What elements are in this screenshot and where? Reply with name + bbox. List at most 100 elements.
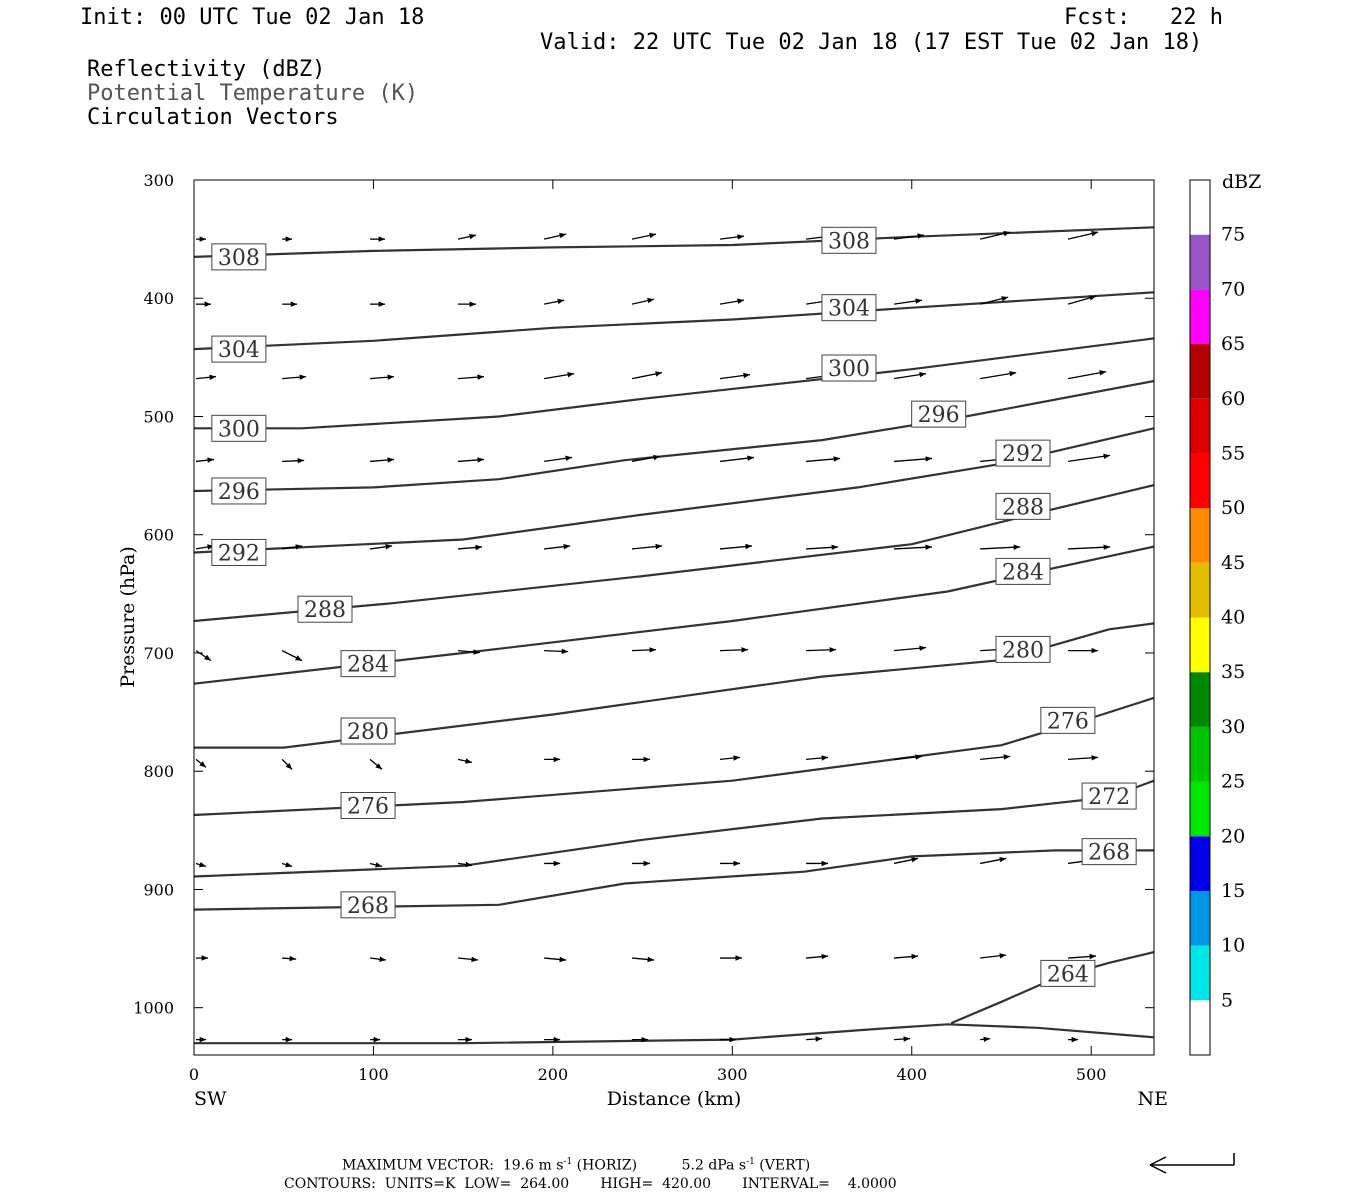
contour-label-268: 268	[1081, 838, 1137, 866]
vector-head	[1089, 953, 1097, 960]
circulation-vector	[457, 457, 485, 463]
contours-info: CONTOURS: UNITS=K LOW= 264.00 HIGH= 420.…	[284, 1176, 897, 1192]
circulation-vector	[979, 296, 1009, 305]
circulation-vector	[281, 862, 293, 868]
vector-head	[1003, 754, 1011, 760]
circulation-vector	[719, 543, 753, 550]
colorbar-segment	[1190, 344, 1210, 399]
y-tick-label: 600	[143, 526, 174, 545]
colorbar-segment	[1190, 289, 1210, 345]
colorbar-level-label: 70	[1221, 278, 1245, 300]
x-tick-label: 100	[358, 1065, 389, 1084]
contour-label-text: 272	[1088, 785, 1130, 810]
contour-label-box	[995, 439, 1051, 467]
circulation-vector	[282, 458, 305, 464]
circulation-vector	[282, 301, 298, 307]
vector-head	[1001, 296, 1009, 302]
contour-label-box	[211, 335, 267, 363]
init-time: Init: 00 UTC Tue 02 Jan 18	[80, 5, 425, 30]
circulation-vector	[719, 1036, 736, 1043]
circulation-vector	[1067, 295, 1097, 305]
circulation-vector	[544, 543, 571, 550]
vector-head	[747, 455, 754, 461]
circulation-vector	[893, 645, 927, 652]
vector-head	[733, 755, 740, 761]
circulation-vector	[893, 372, 927, 380]
contour-label-text: 276	[347, 795, 389, 820]
circulation-vector	[806, 647, 837, 653]
circulation-vector	[806, 1036, 823, 1042]
vector-head	[833, 456, 841, 462]
circulation-vector	[719, 647, 748, 653]
circulation-vector	[1068, 1036, 1079, 1043]
vector-head	[1013, 544, 1021, 550]
vector-head	[199, 761, 206, 768]
contour-label-288: 288	[297, 595, 353, 623]
vector-head	[649, 647, 656, 653]
circulation-vector	[719, 234, 745, 240]
theta-contour-280	[194, 622, 1154, 749]
vector-head	[375, 763, 383, 770]
contour-label-308: 308	[821, 226, 877, 254]
vector-head	[561, 648, 569, 655]
circulation-vector	[893, 754, 923, 761]
vector-head	[285, 1036, 293, 1043]
circulation-vector	[457, 1036, 472, 1043]
circulation-vector	[195, 374, 217, 380]
theta-contours	[194, 226, 1154, 1045]
contour-label-text: 268	[1088, 841, 1130, 866]
circulation-vector	[457, 544, 483, 551]
horiz-exponent: -1	[563, 1157, 573, 1167]
vector-head	[915, 298, 922, 304]
circulation-vector	[457, 301, 476, 307]
vector-head	[559, 956, 567, 963]
contour-label-box	[211, 243, 267, 271]
circulation-vector	[370, 236, 386, 242]
max-vector-label: MAXIMUM VECTOR:	[342, 1157, 494, 1174]
contour-label-box	[1081, 782, 1137, 810]
reference-vector-head-b	[1149, 1164, 1167, 1174]
vector-head	[385, 544, 393, 550]
colorbar-level-label: 35	[1221, 661, 1245, 683]
contour-label-box	[821, 294, 877, 322]
circulation-vector	[980, 1036, 991, 1042]
reference-vector-head-a	[1149, 1156, 1167, 1166]
contour-label-292: 292	[995, 439, 1051, 467]
vector-head	[983, 1036, 991, 1042]
contour-label-284: 284	[340, 650, 396, 678]
circulation-vector	[196, 1036, 206, 1043]
circulation-vector	[544, 455, 573, 463]
circulation-vector	[195, 758, 207, 768]
vector-head	[655, 371, 662, 377]
vector-head	[469, 301, 476, 307]
vector-head	[745, 543, 752, 550]
vector-head	[815, 1036, 823, 1042]
circulation-vector	[1068, 953, 1097, 960]
contour-label-box	[821, 226, 877, 254]
vector-head	[647, 297, 654, 304]
circulation-vector	[544, 372, 575, 380]
theta-contour-308	[194, 226, 1154, 258]
vector-shaft	[1067, 454, 1111, 463]
circulation-vector	[980, 230, 1011, 240]
vector-head	[829, 647, 837, 653]
vector-head	[373, 1036, 381, 1043]
colorbar-segment	[1190, 672, 1210, 727]
colorbar-level-label: 25	[1221, 771, 1245, 793]
contour-label-box	[340, 650, 396, 678]
theta-contour-264	[194, 1023, 1154, 1045]
vector-head	[1089, 295, 1097, 301]
contour-label-text: 288	[304, 598, 346, 623]
contour-label-text: 268	[347, 894, 389, 919]
vector-shaft	[1068, 546, 1111, 550]
x-tick-label: 300	[717, 1065, 748, 1084]
vert-tag: (VERT)	[759, 1157, 811, 1174]
circulation-vector	[457, 233, 477, 240]
field-label-theta: Potential Temperature (K)	[87, 81, 419, 106]
circulation-vector	[1068, 755, 1099, 761]
x-tick-label: 400	[896, 1065, 927, 1084]
colorbar-level-label: 30	[1221, 716, 1245, 738]
colorbar-segment	[1190, 180, 1210, 235]
vector-head	[643, 860, 650, 867]
vector-head	[375, 862, 383, 868]
